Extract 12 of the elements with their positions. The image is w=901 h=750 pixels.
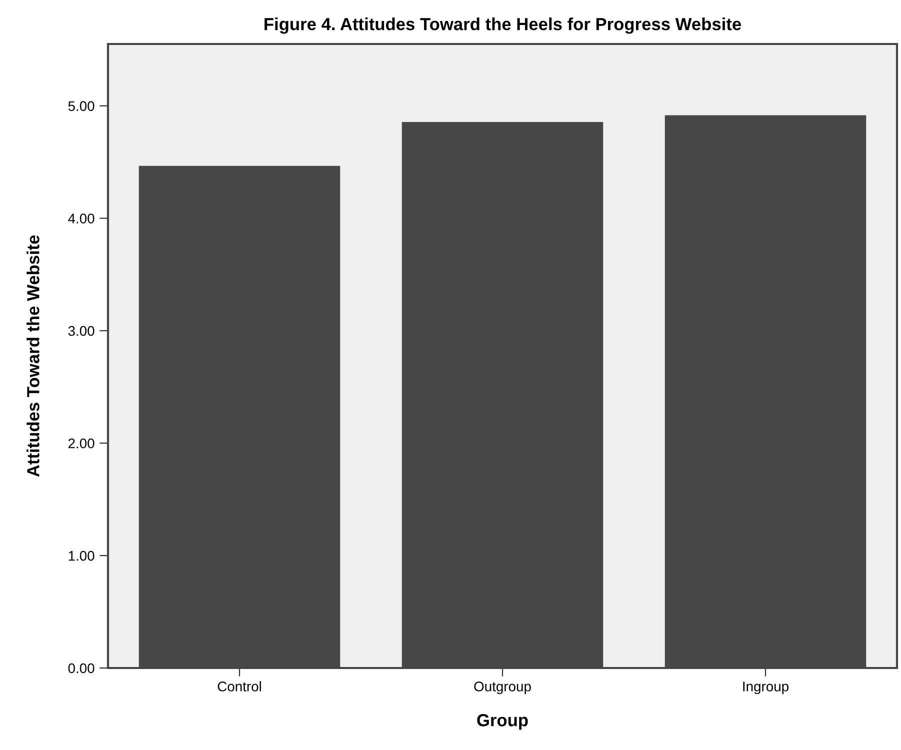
y-axis-title: Attitudes Toward the Website — [26, 235, 40, 477]
y-tick-label: 2.00 — [68, 438, 94, 448]
x-tick-label: Ingroup — [743, 682, 788, 694]
y-tick-label: 1.00 — [68, 550, 94, 561]
y-tick-label: 0.00 — [68, 663, 94, 674]
x-axis-title: Group — [477, 714, 528, 730]
x-tick-label: Control — [218, 681, 261, 692]
y-tick-label: 5.00 — [68, 101, 94, 112]
y-tick-label: 4.00 — [68, 214, 94, 224]
y-tick-label: 3.00 — [68, 326, 94, 336]
x-tick-label: Outgroup — [474, 682, 531, 694]
chart-title: Figure 4. Attitudes Toward the Heels for Progress Website — [264, 18, 742, 34]
